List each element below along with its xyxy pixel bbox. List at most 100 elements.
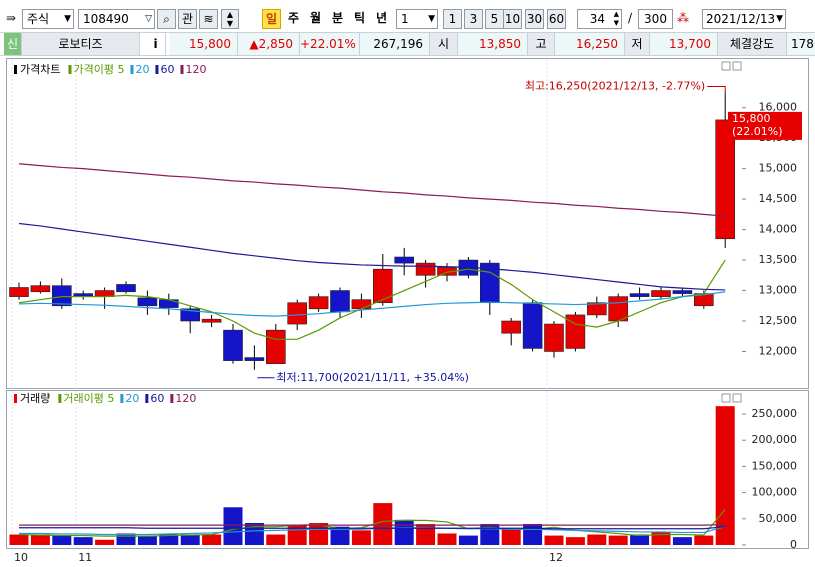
spinner[interactable]: ▲ ▼ <box>221 9 239 29</box>
candle-body <box>223 329 243 361</box>
panel-button[interactable] <box>732 393 742 403</box>
y-tick-label: 15,000 <box>759 162 798 175</box>
high-arrow <box>707 85 726 93</box>
interval-button[interactable]: 30 <box>525 9 544 29</box>
volume-bar <box>30 534 50 546</box>
legend-marker <box>145 394 149 403</box>
interval-button[interactable]: 60 <box>547 9 566 29</box>
y-tick-label: 12,500 <box>759 314 798 327</box>
settings-icon[interactable]: ⁂ <box>675 9 691 29</box>
legend-entry: 120 <box>175 392 196 405</box>
candle-body <box>544 323 564 352</box>
y-tick-label: 16,000 <box>759 101 798 114</box>
y-tick-label: 14,000 <box>759 223 798 236</box>
y-tick-label: 14,500 <box>759 192 798 205</box>
price: 15,800 <box>170 33 238 55</box>
open: 13,850 <box>458 33 528 55</box>
volume-bar <box>608 535 628 546</box>
candle-body <box>201 318 222 323</box>
change-rate: +22.01% <box>300 33 360 55</box>
interval-button[interactable]: 1 <box>443 9 462 29</box>
quote-bar: 신 로보티즈 i 15,800 ▲2,850 +22.01% 267,196 시… <box>0 32 815 56</box>
legend-title: 거래량 <box>20 392 50 405</box>
low-annotation: 최저:11,700(2021/11/11, +35.04%) <box>276 371 469 384</box>
interval-select[interactable]: 1 ▼ <box>396 9 438 29</box>
volume-bar <box>159 534 179 546</box>
volume-bar <box>180 534 200 546</box>
volume-bar <box>501 529 521 546</box>
y-tick-label: 50,000 <box>759 512 798 525</box>
volume-bar <box>715 406 735 546</box>
moving-average <box>18 222 726 291</box>
volume-bar <box>266 534 286 546</box>
price-tag-text: 15,800 <box>732 112 771 125</box>
panel-button[interactable] <box>721 61 731 71</box>
watch-button[interactable]: 관 <box>178 9 197 29</box>
candle-body <box>137 297 158 307</box>
candle-body <box>351 299 372 310</box>
legend-entry: 거래이평 5 <box>63 392 114 405</box>
interval-button[interactable]: 3 <box>464 9 483 29</box>
candle-body <box>308 296 329 310</box>
y-tick-label: 100,000 <box>752 486 798 499</box>
low: 13,700 <box>650 33 718 55</box>
legend-marker <box>130 65 134 74</box>
candle-body <box>180 308 200 322</box>
volume-bar <box>523 524 543 546</box>
volume-bar <box>202 534 222 546</box>
price-tag-text: (22.01%) <box>732 125 783 138</box>
badge: 신 <box>4 33 22 55</box>
icon-button[interactable]: ≋ <box>199 9 218 29</box>
period-button[interactable]: 일 <box>262 9 281 29</box>
market: 주식 <box>27 12 50 26</box>
panel-button[interactable] <box>732 61 742 71</box>
code-input[interactable]: 108490 ▽ <box>78 9 155 29</box>
volume-bar <box>9 534 29 546</box>
period-button[interactable]: 월 <box>306 9 325 29</box>
stock-name: 로보티즈 <box>22 33 140 55</box>
date: 2021/12/13 <box>706 12 776 26</box>
high-annotation: 최고:16,250(2021/12/13, -2.77%) <box>525 79 705 92</box>
volume-bar <box>137 535 157 546</box>
volume-bar <box>694 535 714 546</box>
volume-bar <box>672 537 692 546</box>
candle-body <box>9 287 29 297</box>
y-tick-label: 12,000 <box>759 344 798 357</box>
code: 108490 <box>83 12 129 26</box>
volume-bar <box>565 537 585 546</box>
x-tick-label: 12 <box>549 551 563 564</box>
legend-entry: 60 <box>160 63 174 76</box>
legend-marker <box>68 65 72 74</box>
moving-average <box>19 523 726 526</box>
legend-entry: 20 <box>135 63 149 76</box>
moving-average <box>18 163 726 217</box>
y-tick-label: 250,000 <box>752 407 798 420</box>
volume-bar <box>587 534 607 546</box>
volume-bar <box>351 530 371 546</box>
volume-bar <box>437 533 457 546</box>
legend-marker <box>120 394 124 403</box>
market-select[interactable]: 주식 ▼ <box>22 9 74 29</box>
period-button[interactable]: 틱 <box>350 9 369 29</box>
candle-body <box>51 285 72 307</box>
volume-bar <box>95 539 115 546</box>
y-tick-label: 150,000 <box>752 459 798 472</box>
x-tick-label: 11 <box>78 551 92 564</box>
period-button[interactable]: 분 <box>328 9 347 29</box>
legend-entry: 120 <box>185 63 206 76</box>
info-button[interactable]: i <box>146 33 166 55</box>
search-button[interactable]: ⌕ <box>157 9 176 29</box>
interval-button[interactable]: 5 <box>485 9 504 29</box>
menu-icon[interactable]: ⇛ <box>3 9 19 29</box>
panel-button[interactable] <box>721 393 731 403</box>
interval-button[interactable]: 10 <box>503 9 522 29</box>
date-select[interactable]: 2021/12/13 ▼ <box>702 9 786 29</box>
total[interactable]: 300 <box>638 9 673 29</box>
count-input[interactable]: 34 ▲ ▼ <box>577 9 622 29</box>
strength: 178.3 <box>787 33 815 55</box>
period-button[interactable]: 주 <box>284 9 303 29</box>
period-button[interactable]: 년 <box>372 9 391 29</box>
candle-body <box>586 302 607 316</box>
candle-body <box>116 284 136 293</box>
